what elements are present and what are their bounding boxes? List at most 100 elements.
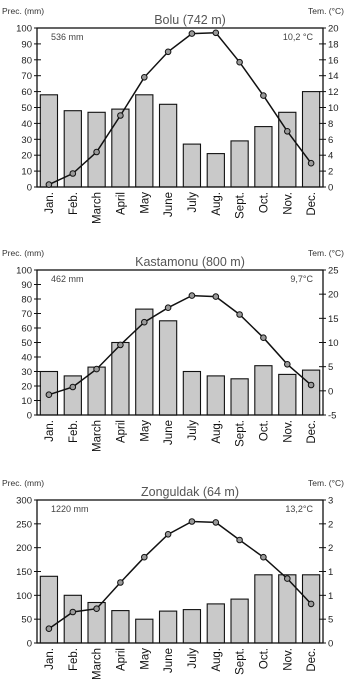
left-tick-label: 100 (16, 24, 32, 35)
left-tick-label: 50 (21, 338, 32, 349)
temperature-point (284, 575, 291, 582)
temperature-point (188, 518, 196, 525)
left-tick-label: 150 (16, 567, 32, 578)
precip-bar (39, 94, 59, 188)
annual-temperature: 9,7°C (290, 274, 313, 284)
precip-bar (230, 140, 249, 188)
right-tick-label: 25 (328, 266, 339, 277)
left-axis-title: Prec. (mm) (2, 478, 44, 488)
precip-bar (182, 609, 202, 644)
left-tick-label: 90 (21, 280, 32, 291)
temperature-point (236, 311, 243, 318)
month-label: July (187, 648, 199, 669)
precip-bar (278, 373, 297, 416)
precip-bar (206, 375, 225, 416)
right-tick-label: 16 (328, 55, 339, 66)
precip-bar (39, 575, 59, 644)
month-label: Jan. (44, 192, 56, 214)
temperature-point (284, 361, 291, 368)
left-tick-label: 100 (16, 591, 32, 602)
right-tick-label: 0 (328, 183, 333, 194)
month-label: Nov. (282, 420, 294, 443)
month-label: Dec. (306, 420, 318, 444)
climate-panel-2: 0 10 20 30 40 50 60 70 80 90 100 -5 0 5 10 15 20 25 Jan. Fe… (2, 248, 344, 452)
month-label: June (163, 648, 175, 673)
month-label: Aug. (211, 648, 223, 672)
temperature-point (188, 292, 196, 299)
temperature-point (93, 148, 100, 156)
annual-precipitation: 536 mm (51, 32, 84, 42)
left-tick-label: 0 (27, 183, 32, 194)
climate-panel-1: 0 10 20 30 40 50 60 70 80 90 100 0 2 4 6 8 10 12 14 16 18 20 J… (2, 6, 344, 224)
left-tick-label: 30 (21, 367, 32, 378)
temperature-point (284, 128, 291, 135)
right-tick-label: 4 (328, 151, 333, 162)
month-label: June (163, 420, 175, 445)
left-tick-label: 80 (21, 55, 32, 66)
annual-temperature: 13,2°C (285, 504, 313, 514)
left-tick-label: 40 (21, 353, 32, 364)
temperature-point (117, 579, 124, 586)
month-label: Oct. (258, 648, 270, 669)
temperature-point (69, 608, 77, 616)
right-tick-label: 1 (328, 567, 333, 578)
month-label: March (92, 192, 104, 224)
right-tick-label: 0 (328, 639, 333, 650)
temperature-point (93, 605, 100, 613)
temperature-point (307, 159, 315, 167)
month-label: Feb. (68, 648, 80, 671)
temperature-point (117, 112, 124, 119)
left-tick-label: 60 (21, 87, 32, 98)
left-axis-title: Prec. (mm) (2, 248, 44, 258)
left-tick-label: 20 (21, 151, 32, 162)
right-tick-label: 3 (328, 496, 333, 507)
right-tick-label: 5 (328, 615, 333, 626)
temperature-point (164, 531, 172, 538)
right-tick-label: 10 (328, 103, 339, 114)
right-tick-label: -5 (328, 411, 336, 422)
month-label: Aug. (211, 192, 223, 216)
left-tick-label: 0 (27, 411, 32, 422)
left-tick-label: 50 (21, 103, 32, 114)
month-label: Nov. (282, 648, 294, 671)
month-label: Oct. (258, 420, 270, 441)
precip-bar (111, 341, 130, 416)
precip-bar (254, 126, 273, 188)
month-label: May (139, 420, 151, 442)
left-tick-label: 0 (27, 639, 32, 650)
right-tick-label: 1 (328, 591, 333, 602)
month-label: May (139, 192, 151, 214)
temperature-point (45, 391, 53, 399)
temperature-point (260, 334, 267, 342)
temperature-point (188, 30, 196, 37)
right-tick-label: 2 (328, 519, 333, 530)
month-label: July (187, 192, 199, 213)
right-tick-label: 14 (328, 71, 339, 82)
right-axis-title: Tem. (°C) (308, 248, 344, 258)
precip-bar (254, 574, 273, 644)
month-label: Sept. (235, 420, 247, 447)
temperature-point (307, 600, 315, 608)
temperature-point (93, 365, 100, 373)
month-label: April (115, 648, 127, 671)
month-label: Oct. (258, 192, 270, 213)
temperature-point (141, 318, 148, 326)
annual-temperature: 10,2 °C (283, 32, 314, 42)
temperature-line (48, 32, 312, 186)
precip-bar (230, 378, 249, 416)
month-label: May (139, 648, 151, 670)
station-title: Bolu (742 m) (154, 13, 226, 27)
month-label: Feb. (68, 192, 80, 215)
temperature-point (212, 519, 220, 526)
right-tick-label: 5 (328, 362, 333, 373)
left-tick-label: 10 (21, 167, 32, 178)
left-tick-label: 70 (21, 309, 32, 320)
temperature-point (212, 293, 220, 300)
temperature-line (48, 294, 312, 396)
temperature-point (164, 48, 172, 56)
left-tick-label: 100 (16, 266, 32, 277)
precip-bar (135, 618, 154, 644)
month-label: Sept. (235, 192, 247, 219)
left-tick-label: 30 (21, 135, 32, 146)
left-axis-title: Prec. (mm) (2, 6, 44, 16)
